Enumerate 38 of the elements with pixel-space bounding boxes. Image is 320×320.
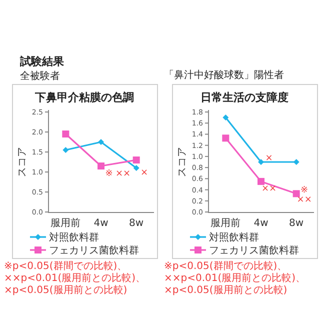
legend-label: 対照飲料群 <box>209 232 259 244</box>
point <box>222 114 229 121</box>
x-tick-label: 4w <box>94 218 108 229</box>
point <box>62 130 70 138</box>
x-tick-label: 8w <box>289 218 304 229</box>
point <box>292 190 300 198</box>
point <box>132 156 140 164</box>
point <box>133 165 140 171</box>
x-tick-label: 服用前 <box>210 217 241 229</box>
point <box>98 162 104 170</box>
y-axis-title: スコア <box>177 147 188 177</box>
legend-label: フェカリス菌飲料群 <box>49 244 139 256</box>
annotation: ×× <box>261 184 277 194</box>
point <box>258 159 264 165</box>
x-tick-label: 服用前 <box>50 217 81 229</box>
annotation: ×× <box>115 169 131 179</box>
legend-label: フェカリス菌飲料群 <box>209 244 299 256</box>
annotation: ※ <box>105 169 113 179</box>
chart-subtitle: 「鼻汁中好酸球数」陽性者 <box>164 68 284 82</box>
annotation: ×× <box>296 195 312 206</box>
text: ※p<0.05(群間での比較)、××p<0.01(服用前との比較)、×p<0.05(服用前との比較) <box>164 261 307 297</box>
point <box>258 178 264 185</box>
legend-label: 対照飲料群 <box>49 232 99 244</box>
x-tick-label: 4w <box>254 218 268 229</box>
x-tick-label: 8w <box>129 218 144 229</box>
chart-subtitle: 全被験者 <box>20 70 60 83</box>
text: ※p<0.05(群間での比較)、××p<0.01(服用前との比較)、×p<0.05(服用前との比較) <box>4 261 147 297</box>
point <box>62 147 69 153</box>
point <box>222 134 230 142</box>
chart-title: 日常生活の支障度 <box>200 90 290 105</box>
point <box>293 159 300 165</box>
point <box>98 139 104 145</box>
chart-title: 下鼻甲介粘膜の色調 <box>34 90 135 105</box>
y-axis-title: スコア <box>17 147 28 177</box>
annotation: ※ <box>300 186 308 196</box>
annotation: × <box>140 168 148 178</box>
text: 試験結果 <box>20 54 64 69</box>
annotation: × <box>265 153 273 164</box>
